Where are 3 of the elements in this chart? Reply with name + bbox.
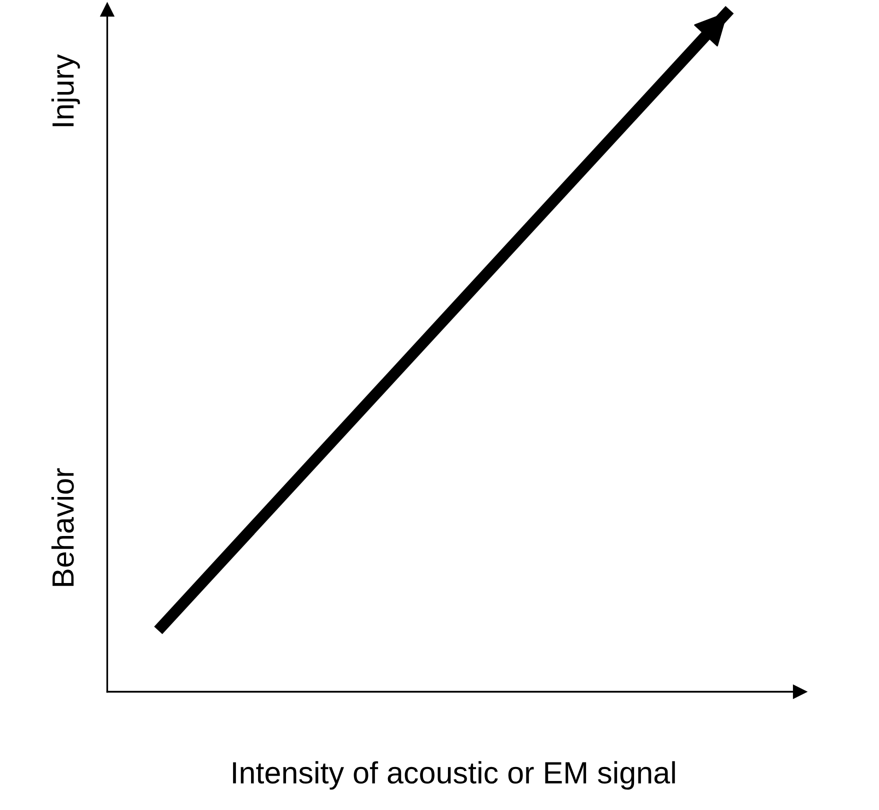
text: Behavior <box>51 468 74 586</box>
x-axis-title: Intensity of acoustic or EM signal <box>233 761 675 790</box>
text: Injury <box>51 54 80 126</box>
